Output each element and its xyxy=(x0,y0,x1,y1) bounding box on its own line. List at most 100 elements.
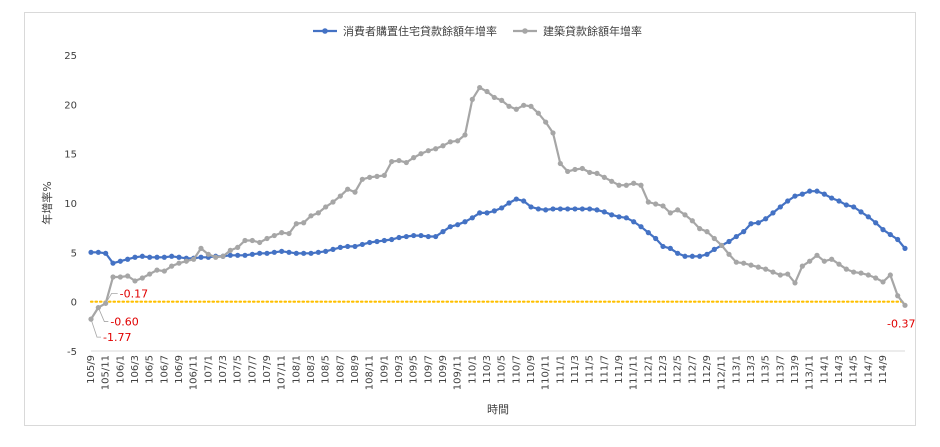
series-2-point xyxy=(293,221,299,227)
x-tick-label: 112/9 xyxy=(702,355,713,384)
series-2-point xyxy=(257,239,263,246)
series-1-point xyxy=(176,254,182,260)
x-tick-label: 109/7 xyxy=(423,355,434,384)
series-2-point xyxy=(301,220,307,226)
series-1-point xyxy=(433,233,439,240)
series-1-point xyxy=(257,250,263,256)
x-tick-label: 112/7 xyxy=(687,355,698,384)
series-2-point xyxy=(741,260,747,266)
series-1-point xyxy=(381,237,387,244)
series-1-point xyxy=(660,243,666,250)
series-1-point xyxy=(315,249,321,255)
series-1-point xyxy=(631,219,637,225)
legend-swatch-marker xyxy=(322,28,328,34)
series-1-point xyxy=(880,227,886,233)
series-1-point xyxy=(623,215,629,221)
data-label: -0.17 xyxy=(120,287,148,300)
series-2-point xyxy=(887,272,893,278)
series-1-point xyxy=(125,256,131,262)
series-1-point xyxy=(198,254,204,260)
series-1-point xyxy=(396,234,402,241)
series-2-point xyxy=(594,170,600,176)
series-2-point xyxy=(359,176,365,182)
series-1-point xyxy=(477,210,483,216)
x-tick-label: 108/5 xyxy=(321,355,332,384)
series-1-point xyxy=(770,210,776,216)
series-1-point xyxy=(367,239,373,246)
series-2-point xyxy=(880,279,886,285)
series-2-point xyxy=(125,273,131,279)
series-2-point xyxy=(704,229,710,235)
y-tick-label: 20 xyxy=(64,100,77,111)
series-1-point xyxy=(704,251,710,257)
series-2-point xyxy=(433,146,439,152)
series-1-point xyxy=(726,238,732,245)
legend-swatch-marker xyxy=(522,28,528,34)
series-2-point xyxy=(895,293,901,299)
series-1-point xyxy=(161,254,167,260)
legend-label: 建築貸款餘額年增率 xyxy=(543,24,642,38)
series-2-point xyxy=(411,155,417,161)
series-2-point xyxy=(169,263,175,269)
series-1-point xyxy=(513,196,519,202)
series-1-point xyxy=(110,260,116,266)
series-1-point xyxy=(293,250,299,256)
series-2-point xyxy=(851,269,857,275)
x-tick-label: 107/5 xyxy=(233,355,244,384)
series-1-point xyxy=(682,253,688,259)
series-1-point xyxy=(777,204,783,210)
series-1-point xyxy=(279,248,285,254)
series-1-point xyxy=(249,251,255,257)
x-tick-label: 113/7 xyxy=(775,355,786,384)
x-tick-label: 114/7 xyxy=(863,355,874,384)
x-tick-label: 106/3 xyxy=(130,355,141,384)
series-2-point xyxy=(528,103,534,109)
series-2-point xyxy=(557,160,563,167)
series-1-point xyxy=(594,207,600,213)
series-2-point xyxy=(132,278,138,284)
series-1-point xyxy=(565,206,571,212)
series-2-point xyxy=(308,213,314,219)
annotation-leader-line xyxy=(90,319,101,338)
x-tick-label: 107/11 xyxy=(277,355,288,390)
series-2-point xyxy=(242,237,248,244)
series-1-point xyxy=(807,188,813,194)
series-1-point xyxy=(645,230,651,236)
series-1-point xyxy=(345,243,351,250)
series-1-point xyxy=(572,206,578,212)
series-1-point xyxy=(638,224,644,230)
series-2-point xyxy=(667,210,673,216)
series-1-point xyxy=(755,220,761,226)
series-1-point xyxy=(235,252,241,258)
series-1-point xyxy=(491,208,497,214)
series-2-point xyxy=(506,103,512,109)
series-2-point xyxy=(675,207,681,213)
series-1-point xyxy=(440,229,446,235)
y-tick-label: 25 xyxy=(64,51,77,62)
x-tick-label: 110/3 xyxy=(482,355,493,384)
series-2-point xyxy=(161,268,167,274)
series-2-point xyxy=(286,230,292,237)
data-label: -0.60 xyxy=(110,316,138,329)
x-tick-label: 106/5 xyxy=(145,355,156,384)
series-1-point xyxy=(763,216,769,222)
x-tick-label: 111/3 xyxy=(570,355,581,384)
series-1-point xyxy=(469,215,475,221)
series-1-point xyxy=(851,204,857,210)
series-1-point xyxy=(359,241,365,248)
series-1-point xyxy=(411,232,417,239)
series-2-point xyxy=(183,258,189,264)
x-tick-label: 111/1 xyxy=(555,355,566,384)
series-2-point xyxy=(491,94,497,101)
series-2-point xyxy=(711,235,717,242)
x-tick-label: 111/9 xyxy=(614,355,625,384)
legend-label: 消費者購置住宅貸款餘額年增率 xyxy=(343,24,497,38)
series-2-point xyxy=(176,260,182,266)
x-tick-label: 110/1 xyxy=(467,355,478,384)
series-2-point xyxy=(396,157,402,164)
series-1-point xyxy=(447,224,453,230)
x-tick-label: 107/3 xyxy=(218,355,229,384)
series-1-point xyxy=(821,191,827,197)
series-1-point xyxy=(139,253,145,259)
